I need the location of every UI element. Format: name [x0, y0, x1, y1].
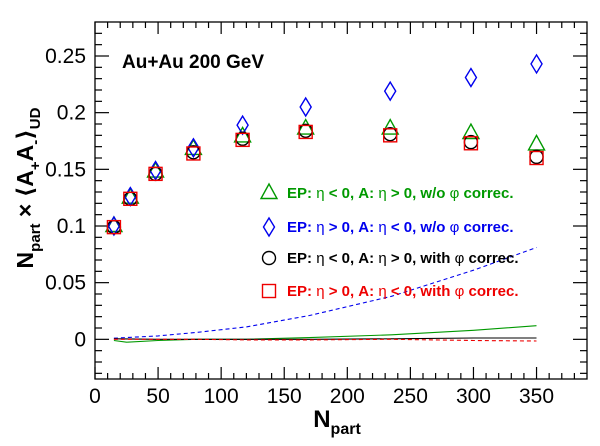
y-tick-label: 0.2 — [57, 102, 86, 125]
point-square — [463, 136, 479, 151]
point-circle — [529, 149, 544, 165]
legend-label-part: EP: — [287, 283, 316, 300]
legend-label-part: correc. — [464, 250, 518, 267]
point-circle — [463, 134, 479, 150]
y-axis-label-sub1: part — [27, 223, 44, 251]
y-axis-label-sub3: - — [27, 140, 44, 145]
legend-label-part: correc. — [459, 185, 513, 202]
legend-label-part: φ — [455, 283, 465, 300]
point-diamond — [187, 137, 200, 159]
curve-line — [113, 246, 537, 339]
x-axis-label-main: N — [313, 406, 330, 433]
plot-frame — [94, 21, 588, 380]
point-circle — [298, 123, 313, 139]
x-tick-label: 350 — [519, 385, 554, 408]
legend-label-part: > 0, with — [387, 250, 455, 267]
y-axis-label-sub4: UD — [27, 107, 44, 129]
legend-label-part: EP: — [287, 185, 316, 202]
y-tick-label: 0.1 — [57, 215, 86, 238]
legend-label-part: correc. — [464, 283, 518, 300]
x-axis-label-sub: part — [331, 421, 362, 438]
point-square — [235, 132, 250, 148]
y-tick-label: 0.25 — [45, 45, 86, 68]
legend-label-part: η — [378, 250, 386, 267]
x-tick-labels: 0 50 100 150 200 250 300 350 — [89, 385, 554, 408]
data-points — [104, 53, 546, 237]
point-triangle — [461, 122, 481, 140]
point-diamond — [530, 53, 543, 75]
x-tick-label: 150 — [267, 385, 302, 408]
x-axis-label: Npart — [313, 406, 361, 438]
legend-label-part: correc. — [459, 219, 513, 236]
point-square — [383, 128, 398, 143]
legend-label-part: EP: — [287, 250, 316, 267]
y-axis-label-mid: × ⟨A — [12, 170, 38, 223]
legend-label-part: η — [378, 283, 386, 300]
point-triangle — [233, 126, 252, 143]
y-tick-label: 0 — [74, 328, 86, 351]
legend-label-part: > 0, A: — [325, 219, 379, 236]
legend-label-part: φ — [455, 250, 465, 267]
legend-label: EP: η < 0, A: η > 0, with φ correc. — [287, 250, 519, 267]
legend-marker-triangle — [259, 182, 279, 200]
legend-label-part: < 0, A: — [325, 185, 379, 202]
point-square — [529, 150, 544, 166]
legend-label-part: < 0, A: — [325, 250, 379, 267]
point-square — [298, 124, 313, 140]
legend-label: EP: η < 0, A: η > 0, w/o φ correc. — [287, 185, 514, 202]
curve-line — [113, 338, 537, 342]
axis-ticks — [94, 22, 587, 379]
x-tick-label: 200 — [330, 385, 365, 408]
legend-marker-square — [261, 283, 277, 299]
legend: EP: η < 0, A: η > 0, w/o φ correc.EP: η … — [259, 182, 519, 300]
y-tick-labels: 0 0.05 0.1 0.15 0.2 0.25 — [45, 45, 86, 351]
legend-label-part: η — [378, 219, 386, 236]
legend-label-part: η — [316, 185, 324, 202]
y-tick-label: 0.15 — [45, 158, 86, 181]
legend-label: EP: η > 0, A: η < 0, with φ correc. — [287, 283, 519, 300]
point-diamond — [299, 96, 312, 118]
x-tick-label: 300 — [456, 385, 491, 408]
legend-label-part: < 0, w/o — [387, 219, 450, 236]
point-triangle — [146, 161, 165, 178]
point-triangle — [381, 118, 400, 135]
point-square — [106, 219, 122, 235]
y-axis-label-close: ⟩ — [12, 129, 38, 140]
point-diamond — [383, 80, 397, 102]
point-diamond — [236, 114, 249, 136]
legend-label-part: EP: — [287, 219, 316, 236]
legend-label-part: η — [316, 250, 324, 267]
point-square — [123, 191, 138, 207]
legend-label-part: η — [378, 185, 386, 202]
point-diamond — [107, 215, 121, 237]
correction-curves — [113, 246, 537, 343]
legend-label-part: > 0, A: — [325, 283, 379, 300]
legend-label-part: φ — [450, 185, 460, 202]
point-triangle — [121, 187, 140, 204]
x-tick-label: 0 — [89, 385, 101, 408]
x-tick-label: 100 — [204, 385, 239, 408]
legend-label-part: φ — [450, 219, 460, 236]
legend-marker-circle — [261, 250, 277, 266]
point-diamond — [464, 67, 478, 88]
legend-label-part: η — [316, 219, 324, 236]
point-square — [186, 146, 201, 161]
y-axis-label-n: N — [12, 252, 38, 269]
x-tick-label: 250 — [393, 385, 428, 408]
point-square — [148, 166, 163, 182]
y-axis-label-a2: A — [12, 145, 38, 162]
y-axis-label-sub2: + — [27, 161, 44, 170]
y-axis-label: Npart × ⟨A+A-⟩UD — [12, 107, 44, 268]
legend-label-part: < 0, with — [387, 283, 455, 300]
legend-marker-diamond — [262, 216, 276, 238]
y-tick-label: 0.05 — [45, 272, 86, 295]
annotation-label: Au+Au 200 GeV — [122, 52, 264, 73]
x-tick-label: 50 — [146, 385, 169, 408]
legend-label: EP: η > 0, A: η < 0, w/o φ correc. — [287, 219, 514, 236]
point-triangle — [296, 118, 315, 135]
legend-label-part: η — [316, 283, 324, 300]
legend-label-part: > 0, w/o — [387, 185, 450, 202]
point-triangle — [527, 133, 546, 151]
